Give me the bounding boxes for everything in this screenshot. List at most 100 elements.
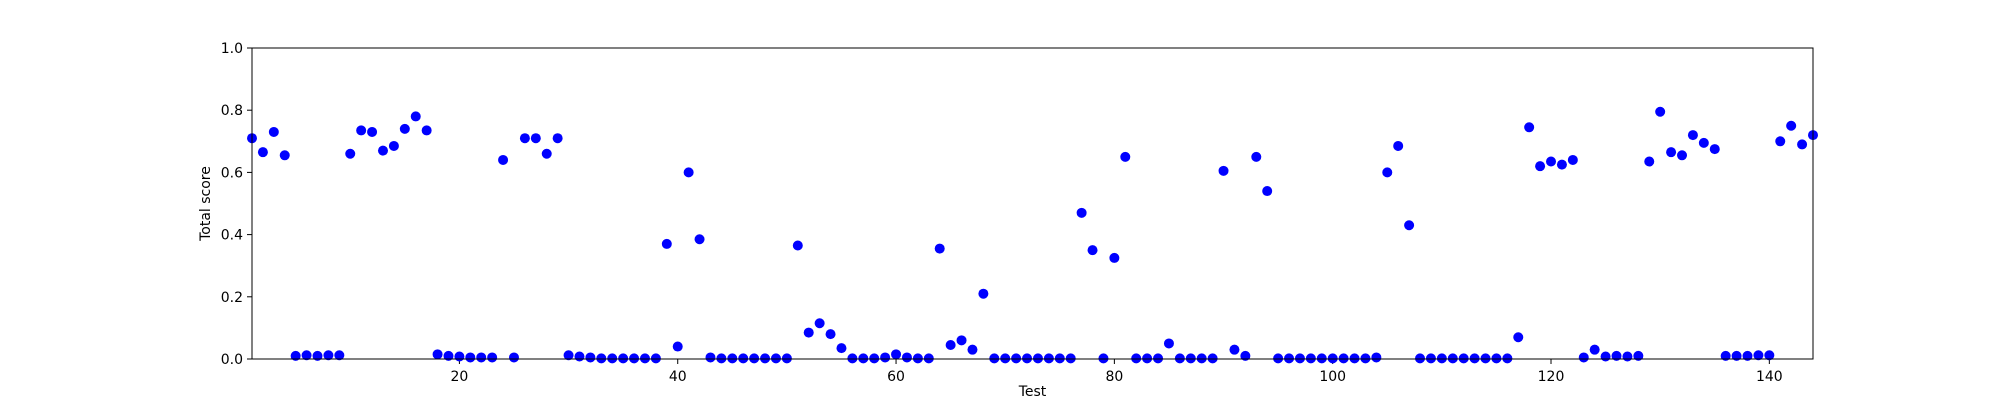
data-point bbox=[694, 234, 705, 245]
data-point bbox=[454, 351, 465, 362]
data-point bbox=[487, 352, 498, 363]
data-point bbox=[290, 350, 301, 361]
data-point bbox=[1338, 353, 1349, 364]
data-point bbox=[1731, 350, 1742, 361]
data-point bbox=[1480, 353, 1491, 364]
data-point bbox=[1131, 353, 1142, 364]
data-point bbox=[552, 133, 563, 144]
data-point bbox=[1655, 106, 1666, 117]
data-point bbox=[1207, 353, 1218, 364]
data-point bbox=[530, 133, 541, 144]
data-point bbox=[1677, 150, 1688, 161]
data-point bbox=[1043, 353, 1054, 364]
data-point bbox=[563, 350, 574, 361]
data-point bbox=[650, 353, 661, 364]
data-point bbox=[1797, 139, 1808, 150]
data-point bbox=[1393, 140, 1404, 151]
data-point bbox=[1240, 350, 1251, 361]
data-point bbox=[1087, 245, 1098, 256]
data-point bbox=[356, 125, 367, 136]
data-point bbox=[792, 240, 803, 251]
data-point bbox=[1196, 353, 1207, 364]
ticks-layer: 20 40 60 80 100 120 140 0.0 0.2 0.4 0.6 0.8 1.0 bbox=[221, 41, 1783, 385]
data-point bbox=[1404, 220, 1415, 231]
data-point bbox=[345, 148, 356, 159]
data-point bbox=[596, 353, 607, 364]
y-tick-label: 0.6 bbox=[221, 165, 243, 181]
data-point bbox=[1491, 353, 1502, 364]
data-point bbox=[814, 318, 825, 329]
y-tick-label: 0.8 bbox=[221, 103, 243, 119]
data-point bbox=[1535, 161, 1546, 172]
data-point bbox=[1316, 353, 1327, 364]
data-point bbox=[847, 353, 858, 364]
data-point bbox=[1174, 353, 1185, 364]
data-point bbox=[1065, 353, 1076, 364]
data-point bbox=[639, 353, 650, 364]
x-tick-label: 20 bbox=[450, 369, 468, 385]
data-point bbox=[1032, 353, 1043, 364]
data-point bbox=[770, 353, 781, 364]
data-point bbox=[912, 353, 923, 364]
data-point bbox=[749, 353, 760, 364]
data-point bbox=[901, 352, 912, 363]
y-tick-label: 0.2 bbox=[221, 290, 243, 306]
data-point bbox=[989, 353, 1000, 364]
data-point bbox=[257, 147, 268, 158]
data-point bbox=[1185, 353, 1196, 364]
data-point bbox=[1753, 350, 1764, 361]
data-point bbox=[978, 288, 989, 299]
data-point bbox=[891, 349, 902, 360]
data-point bbox=[1447, 353, 1458, 364]
data-point bbox=[268, 126, 279, 137]
data-point bbox=[1775, 136, 1786, 147]
data-point bbox=[781, 353, 792, 364]
data-point bbox=[880, 352, 891, 363]
data-point bbox=[836, 343, 847, 354]
data-point bbox=[421, 125, 432, 136]
data-point bbox=[607, 353, 618, 364]
data-point bbox=[1294, 353, 1305, 364]
data-point bbox=[1153, 353, 1164, 364]
data-point bbox=[1786, 120, 1797, 131]
data-point bbox=[1502, 353, 1513, 364]
data-point bbox=[1163, 338, 1174, 349]
data-point bbox=[1425, 353, 1436, 364]
data-point bbox=[672, 341, 683, 352]
x-tick-label: 80 bbox=[1105, 369, 1123, 385]
data-point bbox=[476, 352, 487, 363]
data-point bbox=[1415, 353, 1426, 364]
data-point bbox=[519, 133, 530, 144]
x-tick-label: 100 bbox=[1319, 369, 1346, 385]
data-point bbox=[1011, 353, 1022, 364]
data-point bbox=[1687, 130, 1698, 141]
data-point bbox=[727, 353, 738, 364]
data-point bbox=[1109, 252, 1120, 263]
data-point bbox=[1142, 353, 1153, 364]
x-tick-label: 120 bbox=[1538, 369, 1565, 385]
data-point bbox=[1600, 351, 1611, 362]
data-point bbox=[1054, 353, 1065, 364]
data-point bbox=[956, 335, 967, 346]
data-point bbox=[1000, 353, 1011, 364]
data-point bbox=[334, 350, 345, 361]
data-point bbox=[410, 111, 421, 122]
data-point bbox=[825, 329, 836, 340]
data-point bbox=[967, 344, 978, 355]
data-point bbox=[1556, 159, 1567, 170]
data-point bbox=[443, 350, 454, 361]
data-point bbox=[1076, 207, 1087, 218]
data-point bbox=[1327, 353, 1338, 364]
data-point bbox=[1633, 350, 1644, 361]
data-point bbox=[1513, 332, 1524, 343]
y-axis-label: Total score bbox=[198, 166, 214, 242]
data-point bbox=[574, 351, 585, 362]
data-point bbox=[1273, 353, 1284, 364]
data-point bbox=[945, 340, 956, 351]
data-point bbox=[1644, 156, 1655, 167]
data-point bbox=[399, 123, 410, 134]
data-point bbox=[934, 243, 945, 254]
data-point bbox=[279, 150, 290, 161]
